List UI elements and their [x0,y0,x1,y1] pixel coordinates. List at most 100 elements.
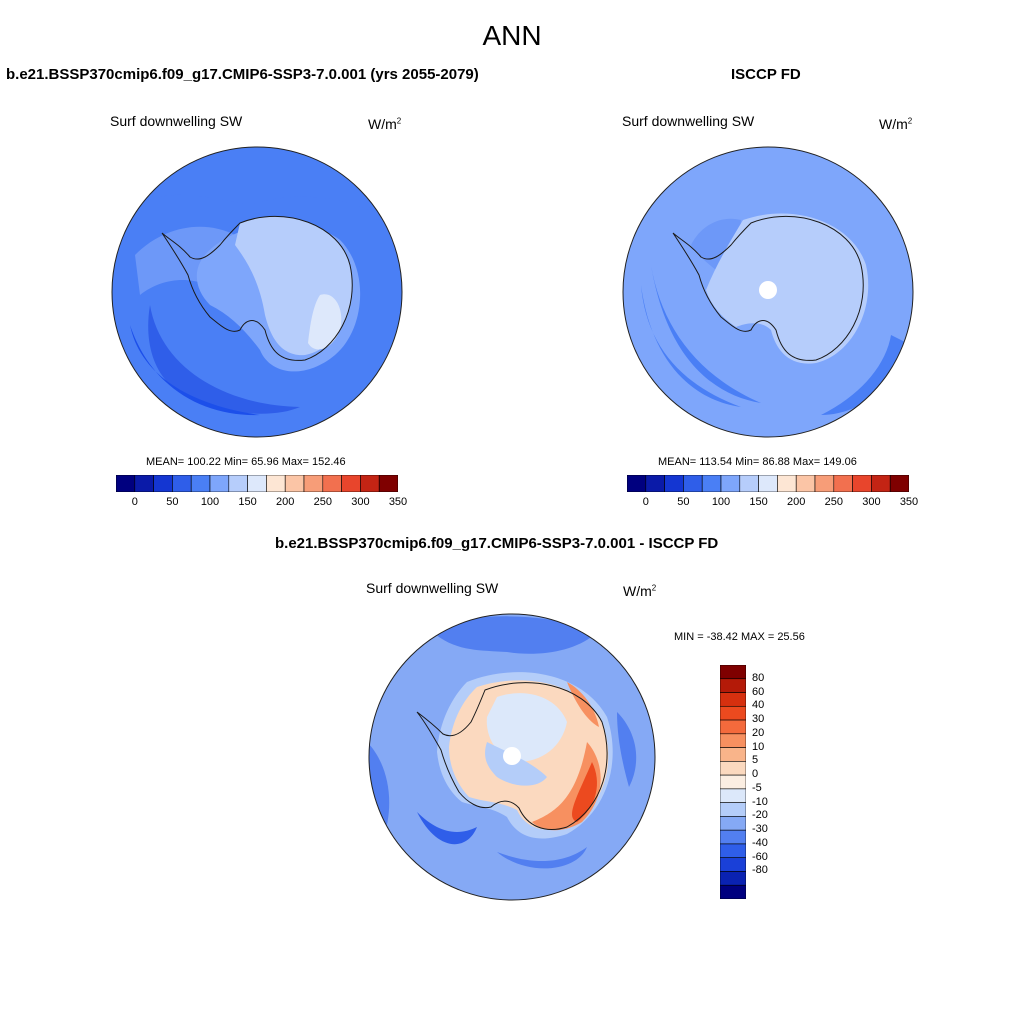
colorbar-tick-label: 10 [752,740,765,753]
colorbar-swatch [153,475,173,492]
panel3-colorbar [720,665,746,899]
colorbar-swatch [172,475,192,492]
colorbar-swatch [720,475,741,492]
colorbar-swatch [284,475,305,492]
colorbar-swatch [720,719,746,735]
colorbar-tick-label: -5 [752,781,762,794]
colorbar-swatch [116,475,136,492]
colorbar-tick-label: 50 [166,496,179,508]
panel3-stats: MIN = -38.42 MAX = 25.56 [674,631,805,643]
colorbar-tick-label: -40 [752,836,768,849]
colorbar-swatch [627,475,647,492]
colorbar-tick-label: 60 [752,685,765,698]
colorbar-tick-label: 150 [749,496,768,508]
colorbar-tick-label: 0 [752,768,759,781]
colorbar-swatch [720,705,746,721]
colorbar-tick-label: 50 [677,496,690,508]
colorbar-swatch [720,884,746,899]
colorbar-swatch [378,475,398,492]
colorbar-swatch [720,761,746,776]
panel1-stats: MEAN= 100.22 Min= 65.96 Max= 152.46 [146,456,346,468]
colorbar-tick-label: 350 [899,496,919,508]
panel3-colorbar-ticks: 80 60 40 30 20 10 5 0 -5 -10 -20 -30 -40 -60 -80 [750,665,790,899]
panel1-colorbar-ticks: 0 50 100 150 200 250 300 350 [116,496,407,510]
panel3-case-title: b.e21.BSSP370cmip6.f09_g17.CMIP6-SSP3-7.… [275,535,719,552]
colorbar-tick-label: -80 [752,864,768,877]
colorbar-swatch [341,475,361,492]
panel3-polar-map [368,613,656,901]
colorbar-tick-label: 20 [752,726,765,739]
colorbar-swatch [266,475,286,492]
panel1-units: W/m2 [368,116,402,132]
colorbar-tick-label: 100 [711,496,731,508]
panel3-variable-label: Surf downwelling SW [366,580,499,596]
colorbar-swatch [720,871,746,886]
colorbar-swatch [683,475,703,492]
colorbar-swatch [720,788,746,803]
colorbar-swatch [777,475,797,492]
panel1-polar-map [111,146,403,438]
colorbar-swatch [190,475,211,492]
colorbar-tick-label: -10 [752,795,768,808]
panel1-variable-label: Surf downwelling SW [110,113,243,129]
panel2-stats: MEAN= 113.54 Min= 86.88 Max= 149.06 [658,456,857,468]
colorbar-tick-label: -60 [752,850,768,863]
colorbar-swatch [871,475,891,492]
colorbar-tick-label: 80 [752,671,765,684]
colorbar-swatch [720,857,746,872]
colorbar-swatch [720,829,746,845]
colorbar-swatch [814,475,835,492]
colorbar-swatch [664,475,684,492]
colorbar-swatch [209,475,230,492]
panel2-case-title: ISCCP FD [731,66,801,83]
colorbar-swatch [360,475,380,492]
colorbar-tick-label: -20 [752,809,768,822]
colorbar-tick-label: 350 [388,496,408,508]
colorbar-swatch [795,475,816,492]
colorbar-swatch [720,692,746,707]
colorbar-tick-label: 250 [824,496,843,508]
colorbar-tick-label: 5 [752,754,759,767]
panel2-units: W/m2 [879,116,913,132]
colorbar-swatch [701,475,722,492]
colorbar-tick-label: 300 [351,496,370,508]
colorbar-tick-label: -30 [752,823,768,836]
colorbar-swatch [720,802,746,817]
colorbar-tick-label: 0 [642,496,649,508]
colorbar-swatch [645,475,665,492]
colorbar-tick-label: 30 [752,713,765,726]
colorbar-swatch [758,475,778,492]
colorbar-swatch [720,747,746,762]
panel2-colorbar [627,475,909,492]
colorbar-swatch [134,475,154,492]
colorbar-tick-label: 150 [238,496,257,508]
colorbar-swatch [720,733,746,748]
colorbar-swatch [247,475,267,492]
colorbar-swatch [739,475,759,492]
colorbar-swatch [720,816,746,831]
colorbar-tick-label: 200 [787,496,806,508]
colorbar-swatch [720,843,746,859]
colorbar-swatch [833,475,853,492]
colorbar-swatch [720,678,746,693]
colorbar-tick-label: 0 [131,496,138,508]
colorbar-tick-label: 200 [276,496,295,508]
colorbar-tick-label: 40 [752,699,765,712]
panel2-polar-map [622,146,914,438]
colorbar-swatch [228,475,248,492]
colorbar-swatch [322,475,342,492]
colorbar-tick-label: 300 [862,496,881,508]
colorbar-swatch [303,475,324,492]
panel1-case-title: b.e21.BSSP370cmip6.f09_g17.CMIP6-SSP3-7.… [6,66,479,83]
colorbar-swatch [720,665,746,680]
colorbar-swatch [720,774,746,790]
colorbar-tick-label: 250 [313,496,332,508]
panel3-units: W/m2 [623,583,657,599]
panel2-colorbar-ticks: 0 50 100 150 200 250 300 350 [627,496,918,510]
panel2-variable-label: Surf downwelling SW [622,113,755,129]
colorbar-tick-label: 100 [200,496,220,508]
colorbar-swatch [889,475,909,492]
figure-title: ANN [482,20,542,51]
colorbar-swatch [852,475,872,492]
panel1-colorbar [116,475,398,492]
